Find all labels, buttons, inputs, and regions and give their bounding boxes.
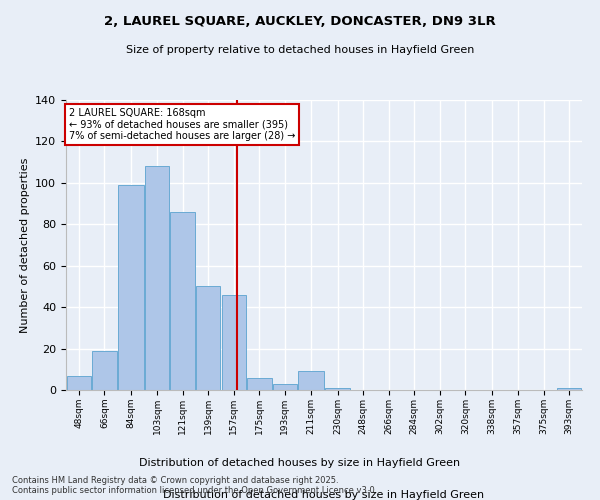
Bar [92,350,116,390]
Bar [145,166,169,390]
Text: Contains HM Land Registry data © Crown copyright and database right 2025.
Contai: Contains HM Land Registry data © Crown c… [12,476,377,495]
Bar [196,286,220,390]
Bar [221,294,246,390]
Bar [272,384,297,390]
X-axis label: Distribution of detached houses by size in Hayfield Green: Distribution of detached houses by size … [163,490,485,500]
Bar [118,185,143,390]
Bar [247,378,272,390]
Bar [67,376,91,390]
Bar [298,372,324,390]
Bar [557,388,581,390]
Text: Distribution of detached houses by size in Hayfield Green: Distribution of detached houses by size … [139,458,461,468]
Bar [170,212,195,390]
Y-axis label: Number of detached properties: Number of detached properties [20,158,29,332]
Text: Size of property relative to detached houses in Hayfield Green: Size of property relative to detached ho… [126,45,474,55]
Bar [325,388,350,390]
Text: 2, LAUREL SQUARE, AUCKLEY, DONCASTER, DN9 3LR: 2, LAUREL SQUARE, AUCKLEY, DONCASTER, DN… [104,15,496,28]
Text: 2 LAUREL SQUARE: 168sqm
← 93% of detached houses are smaller (395)
7% of semi-de: 2 LAUREL SQUARE: 168sqm ← 93% of detache… [69,108,295,142]
